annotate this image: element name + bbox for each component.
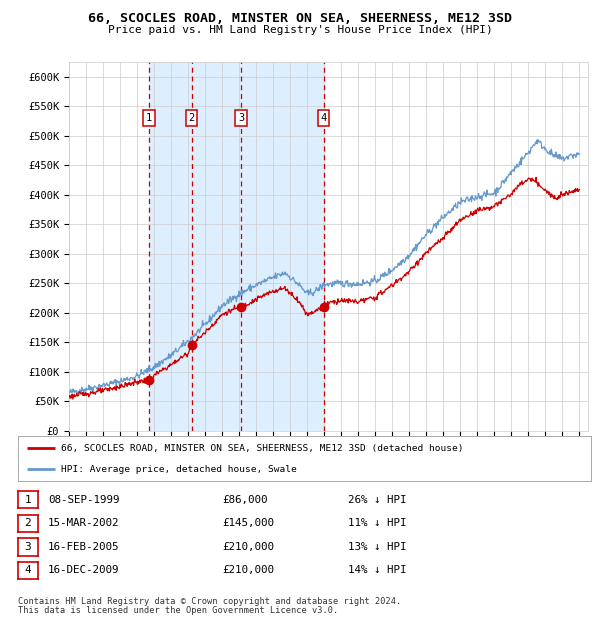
Text: 16-DEC-2009: 16-DEC-2009 [48,565,119,575]
Text: £210,000: £210,000 [222,565,274,575]
Text: 4: 4 [25,565,31,575]
Text: 26% ↓ HPI: 26% ↓ HPI [348,495,407,505]
Text: Contains HM Land Registry data © Crown copyright and database right 2024.: Contains HM Land Registry data © Crown c… [18,597,401,606]
Text: 15-MAR-2002: 15-MAR-2002 [48,518,119,528]
Text: £86,000: £86,000 [222,495,268,505]
Text: 2: 2 [25,518,31,528]
Text: 3: 3 [238,113,244,123]
Text: £210,000: £210,000 [222,542,274,552]
Text: 4: 4 [320,113,326,123]
Text: 1: 1 [25,495,31,505]
Text: 16-FEB-2005: 16-FEB-2005 [48,542,119,552]
Text: 66, SCOCLES ROAD, MINSTER ON SEA, SHEERNESS, ME12 3SD: 66, SCOCLES ROAD, MINSTER ON SEA, SHEERN… [88,12,512,25]
Text: 14% ↓ HPI: 14% ↓ HPI [348,565,407,575]
Text: HPI: Average price, detached house, Swale: HPI: Average price, detached house, Swal… [61,465,297,474]
Text: Price paid vs. HM Land Registry's House Price Index (HPI): Price paid vs. HM Land Registry's House … [107,25,493,35]
Text: 08-SEP-1999: 08-SEP-1999 [48,495,119,505]
Text: 66, SCOCLES ROAD, MINSTER ON SEA, SHEERNESS, ME12 3SD (detached house): 66, SCOCLES ROAD, MINSTER ON SEA, SHEERN… [61,444,463,453]
Text: 13% ↓ HPI: 13% ↓ HPI [348,542,407,552]
Bar [149,62,323,431]
Text: 1: 1 [146,113,152,123]
Text: £145,000: £145,000 [222,518,274,528]
Text: 2: 2 [188,113,194,123]
Text: 11% ↓ HPI: 11% ↓ HPI [348,518,407,528]
Text: 3: 3 [25,542,31,552]
Text: This data is licensed under the Open Government Licence v3.0.: This data is licensed under the Open Gov… [18,606,338,615]
